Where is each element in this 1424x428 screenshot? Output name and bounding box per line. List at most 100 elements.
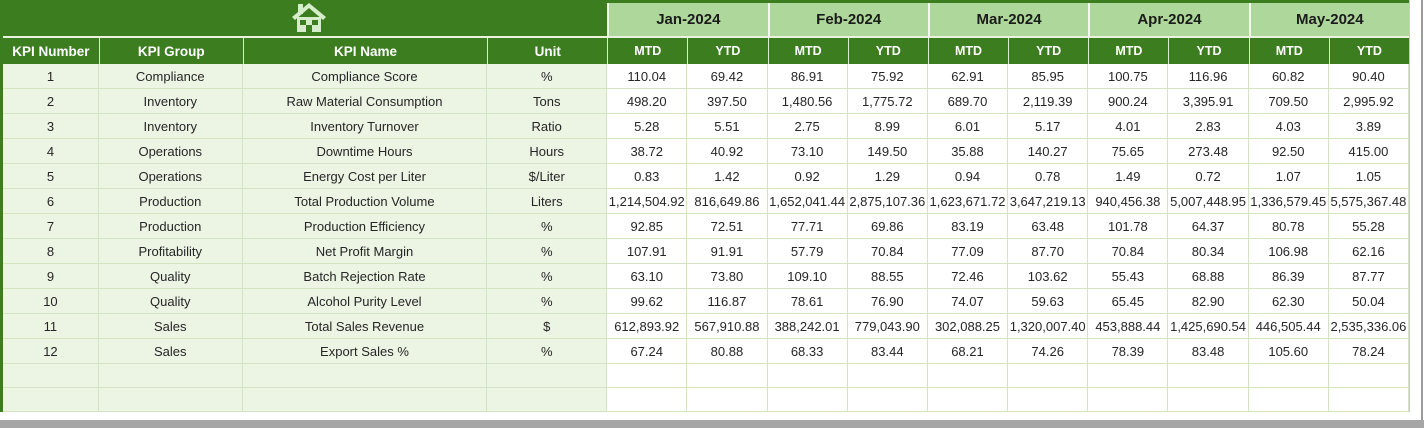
value-cell[interactable]: 68.21: [927, 339, 1009, 364]
empty-cell[interactable]: [3, 388, 99, 412]
value-cell[interactable]: 90.40: [1328, 64, 1410, 89]
value-cell[interactable]: 0.94: [927, 164, 1009, 189]
month-header-jan[interactable]: Jan-2024: [607, 3, 768, 38]
unit-cell[interactable]: %: [487, 214, 608, 239]
empty-cell[interactable]: [1168, 388, 1249, 412]
empty-cell[interactable]: [767, 364, 848, 388]
value-cell[interactable]: 57.79: [767, 239, 848, 264]
value-cell[interactable]: 105.60: [1248, 339, 1329, 364]
value-cell[interactable]: 38.72: [607, 139, 688, 164]
value-cell[interactable]: 0.92: [767, 164, 848, 189]
value-cell[interactable]: 99.62: [607, 289, 688, 314]
column-header-ytd[interactable]: YTD: [1008, 38, 1088, 64]
kpi-name-cell[interactable]: Compliance Score: [242, 64, 488, 89]
value-cell[interactable]: 87.70: [1008, 239, 1089, 264]
value-cell[interactable]: 62.91: [927, 64, 1009, 89]
value-cell[interactable]: 78.24: [1328, 339, 1410, 364]
kpi-group-cell[interactable]: Sales: [98, 339, 243, 364]
value-cell[interactable]: 6.01: [927, 114, 1009, 139]
value-cell[interactable]: 55.43: [1088, 264, 1169, 289]
kpi-number-cell[interactable]: 9: [3, 264, 99, 289]
value-cell[interactable]: 76.90: [847, 289, 928, 314]
value-cell[interactable]: 80.34: [1168, 239, 1249, 264]
unit-cell[interactable]: $/Liter: [487, 164, 608, 189]
value-cell[interactable]: 567,910.88: [687, 314, 768, 339]
kpi-name-cell[interactable]: Inventory Turnover: [242, 114, 488, 139]
kpi-number-cell[interactable]: 10: [3, 289, 99, 314]
column-header-mtd[interactable]: MTD: [1248, 38, 1329, 64]
value-cell[interactable]: 397.50: [687, 89, 768, 114]
value-cell[interactable]: 273.48: [1168, 139, 1249, 164]
value-cell[interactable]: 92.50: [1248, 139, 1329, 164]
value-cell[interactable]: 0.83: [607, 164, 688, 189]
value-cell[interactable]: 103.62: [1008, 264, 1089, 289]
kpi-name-cell[interactable]: Energy Cost per Liter: [242, 164, 488, 189]
column-header-ytd[interactable]: YTD: [1328, 38, 1409, 64]
kpi-name-cell[interactable]: Production Efficiency: [242, 214, 488, 239]
value-cell[interactable]: 1,480.56: [767, 89, 848, 114]
value-cell[interactable]: 86.91: [767, 64, 848, 89]
value-cell[interactable]: 1.42: [687, 164, 768, 189]
value-cell[interactable]: 1,775.72: [847, 89, 928, 114]
value-cell[interactable]: 73.10: [767, 139, 848, 164]
value-cell[interactable]: 77.09: [927, 239, 1009, 264]
column-header-ytd[interactable]: YTD: [687, 38, 767, 64]
value-cell[interactable]: 0.72: [1168, 164, 1249, 189]
empty-cell[interactable]: [847, 388, 928, 412]
value-cell[interactable]: 2.83: [1168, 114, 1249, 139]
kpi-name-cell[interactable]: Export Sales %: [242, 339, 488, 364]
column-header-kpi-name[interactable]: KPI Name: [242, 38, 488, 64]
value-cell[interactable]: 1,652,041.44: [767, 189, 848, 214]
value-cell[interactable]: 816,649.86: [687, 189, 768, 214]
value-cell[interactable]: 63.10: [607, 264, 688, 289]
kpi-group-cell[interactable]: Quality: [98, 289, 243, 314]
column-header-kpi-group[interactable]: KPI Group: [98, 38, 243, 64]
column-header-mtd[interactable]: MTD: [1088, 38, 1168, 64]
empty-cell[interactable]: [687, 364, 768, 388]
value-cell[interactable]: 68.88: [1168, 264, 1249, 289]
empty-cell[interactable]: [1008, 388, 1089, 412]
unit-cell[interactable]: %: [487, 339, 608, 364]
kpi-number-cell[interactable]: 8: [3, 239, 99, 264]
empty-cell[interactable]: [1328, 364, 1410, 388]
month-header-apr[interactable]: Apr-2024: [1088, 3, 1249, 38]
value-cell[interactable]: 73.80: [687, 264, 768, 289]
value-cell[interactable]: 67.24: [607, 339, 688, 364]
value-cell[interactable]: 70.84: [1088, 239, 1169, 264]
home-button[interactable]: [3, 3, 608, 38]
value-cell[interactable]: 116.87: [687, 289, 768, 314]
value-cell[interactable]: 74.07: [927, 289, 1009, 314]
empty-cell[interactable]: [767, 388, 848, 412]
kpi-group-cell[interactable]: Operations: [98, 139, 243, 164]
value-cell[interactable]: 60.82: [1248, 64, 1329, 89]
value-cell[interactable]: 92.85: [607, 214, 688, 239]
kpi-group-cell[interactable]: Production: [98, 189, 243, 214]
value-cell[interactable]: 2,535,336.06: [1328, 314, 1410, 339]
value-cell[interactable]: 72.46: [927, 264, 1009, 289]
kpi-name-cell[interactable]: Downtime Hours: [242, 139, 488, 164]
empty-cell[interactable]: [607, 388, 688, 412]
value-cell[interactable]: 612,893.92: [607, 314, 688, 339]
value-cell[interactable]: 1,425,690.54: [1168, 314, 1249, 339]
column-header-ytd[interactable]: YTD: [847, 38, 928, 64]
empty-cell[interactable]: [687, 388, 768, 412]
unit-cell[interactable]: %: [487, 264, 608, 289]
value-cell[interactable]: 388,242.01: [767, 314, 848, 339]
value-cell[interactable]: 87.77: [1328, 264, 1410, 289]
value-cell[interactable]: 4.01: [1088, 114, 1169, 139]
value-cell[interactable]: 35.88: [927, 139, 1009, 164]
value-cell[interactable]: 55.28: [1328, 214, 1410, 239]
kpi-number-cell[interactable]: 5: [3, 164, 99, 189]
column-header-unit[interactable]: Unit: [487, 38, 607, 64]
value-cell[interactable]: 69.42: [687, 64, 768, 89]
column-header-mtd[interactable]: MTD: [927, 38, 1008, 64]
kpi-name-cell[interactable]: Raw Material Consumption: [242, 89, 488, 114]
value-cell[interactable]: 2.75: [767, 114, 848, 139]
empty-cell[interactable]: [1248, 364, 1329, 388]
value-cell[interactable]: 80.78: [1248, 214, 1329, 239]
empty-cell[interactable]: [927, 364, 1009, 388]
value-cell[interactable]: 1,336,579.45: [1248, 189, 1329, 214]
kpi-group-cell[interactable]: Quality: [98, 264, 243, 289]
value-cell[interactable]: 110.04: [607, 64, 688, 89]
value-cell[interactable]: 116.96: [1168, 64, 1249, 89]
